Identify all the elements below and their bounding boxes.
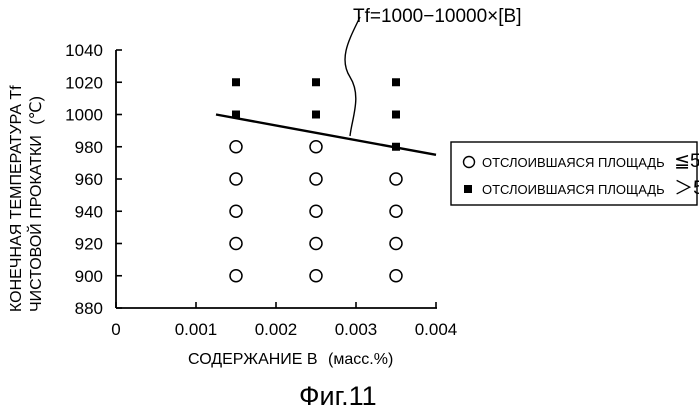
legend-item-0: ОТСЛОИВШАЯСЯ ПЛОЩАДЬ ≦5% [482,151,699,172]
y-tick-label: 900 [75,267,103,286]
x-tick-label: 0.002 [255,320,298,339]
marker-filled-square [232,78,240,86]
legend-item-1: ОТСЛОИВШАЯСЯ ПЛОЩАДЬ ＞5% [482,178,699,199]
legend-item-1-name: ОТСЛОИВШАЯСЯ ПЛОЩАДЬ [482,182,665,197]
y-tick-label: 880 [75,299,103,318]
y-tick-label: 980 [75,138,103,157]
marker-open-circle [310,205,322,217]
boundary-line [216,115,436,155]
x-tick-label: 0.001 [175,320,218,339]
marker-open-circle [390,205,402,217]
marker-open-circle [310,141,322,153]
marker-filled-square [312,78,320,86]
y-axis-label-unit: (℃) [28,96,45,125]
marker-filled-square [232,111,240,119]
legend-item-0-name: ОТСЛОИВШАЯСЯ ПЛОЩАДЬ [482,155,665,170]
data-markers [230,78,402,282]
figure-caption: Фиг.11 [299,381,377,411]
marker-open-circle [230,141,242,153]
legend-item-1-condition: ＞5% [674,178,699,199]
x-axis-label: СОДЕРЖАНИЕ B (масс.%) [188,351,393,368]
y-axis-label-line2: ЧИСТОВОЙ ПРОКАТКИ (℃) [26,96,45,312]
y-axis-label-line2-main: ЧИСТОВОЙ ПРОКАТКИ [26,135,45,312]
marker-filled-square [392,111,400,119]
marker-open-circle [230,238,242,250]
y-axis-label-line1: КОНЕЧНАЯ ТЕМПЕРАТУРА Tf [8,85,25,312]
y-tick-label: 1020 [65,73,103,92]
x-tick-label: 0 [111,320,120,339]
annotation-leader [345,17,360,136]
y-axis-label: КОНЕЧНАЯ ТЕМПЕРАТУРА Tf ЧИСТОВОЙ ПРОКАТК… [8,85,45,312]
legend-filled-square-icon [464,185,472,193]
y-tick-label: 1040 [65,41,103,60]
marker-open-circle [230,173,242,185]
y-tick-label: 940 [75,202,103,221]
marker-open-circle [230,205,242,217]
x-axis-label-main: СОДЕРЖАНИЕ B [188,351,318,368]
marker-open-circle [230,270,242,282]
marker-filled-square [392,143,400,151]
marker-filled-square [312,111,320,119]
marker-filled-square [392,78,400,86]
marker-open-circle [390,238,402,250]
legend: ОТСЛОИВШАЯСЯ ПЛОЩАДЬ ≦5% ОТСЛОИВШАЯСЯ ПЛ… [451,142,699,205]
y-tick-label: 1000 [65,106,103,125]
marker-open-circle [390,173,402,185]
y-tick-label: 960 [75,170,103,189]
x-tick-label: 0.003 [335,320,378,339]
legend-open-circle-icon [464,157,475,168]
x-axis-label-unit: (масс.%) [328,351,393,368]
marker-open-circle [310,173,322,185]
legend-item-0-condition: ≦5% [674,151,699,172]
marker-open-circle [310,238,322,250]
y-tick-label: 920 [75,235,103,254]
annotation-equation: Tf=1000−10000×[B] [353,6,522,27]
x-tick-label: 0.004 [415,320,458,339]
marker-open-circle [310,270,322,282]
y-tick-labels: 880 900 920 940 960 980 1000 1020 1040 [65,41,103,318]
x-tick-labels: 0 0.001 0.002 0.003 0.004 [111,320,457,339]
marker-open-circle [390,270,402,282]
